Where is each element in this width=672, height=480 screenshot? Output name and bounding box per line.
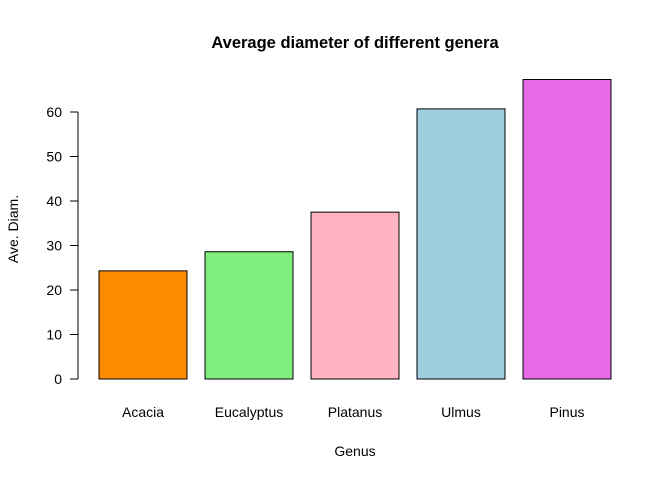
category-labels: Acacia Eucalyptus Platanus Ulmus Pinus bbox=[122, 404, 585, 420]
x-tick-label-eucalyptus: Eucalyptus bbox=[215, 404, 283, 420]
y-axis-label: Ave. Diam. bbox=[5, 195, 21, 263]
chart-title: Average diameter of different genera bbox=[211, 34, 499, 52]
x-tick-label-pinus: Pinus bbox=[549, 404, 584, 420]
y-tick-label-0: 0 bbox=[54, 371, 62, 387]
y-tick-label-50: 50 bbox=[46, 149, 62, 165]
y-tick-label-30: 30 bbox=[46, 238, 62, 254]
y-tick-label-10: 10 bbox=[46, 327, 62, 343]
y-tick-label-60: 60 bbox=[46, 104, 62, 120]
bar-ulmus bbox=[416, 108, 506, 380]
x-axis-label: Genus bbox=[334, 443, 375, 459]
bar-eucalyptus bbox=[204, 251, 294, 380]
bars-group bbox=[98, 79, 612, 380]
y-tick-label-40: 40 bbox=[46, 193, 62, 209]
bar-platanus bbox=[310, 211, 400, 380]
x-tick-label-ulmus: Ulmus bbox=[441, 404, 481, 420]
x-tick-label-acacia: Acacia bbox=[122, 404, 164, 420]
bar-pinus bbox=[522, 79, 612, 380]
y-tick-label-20: 20 bbox=[46, 282, 62, 298]
bar-acacia bbox=[98, 270, 188, 380]
y-axis: 0 10 20 30 40 50 60 bbox=[46, 104, 79, 387]
x-tick-label-platanus: Platanus bbox=[328, 404, 382, 420]
